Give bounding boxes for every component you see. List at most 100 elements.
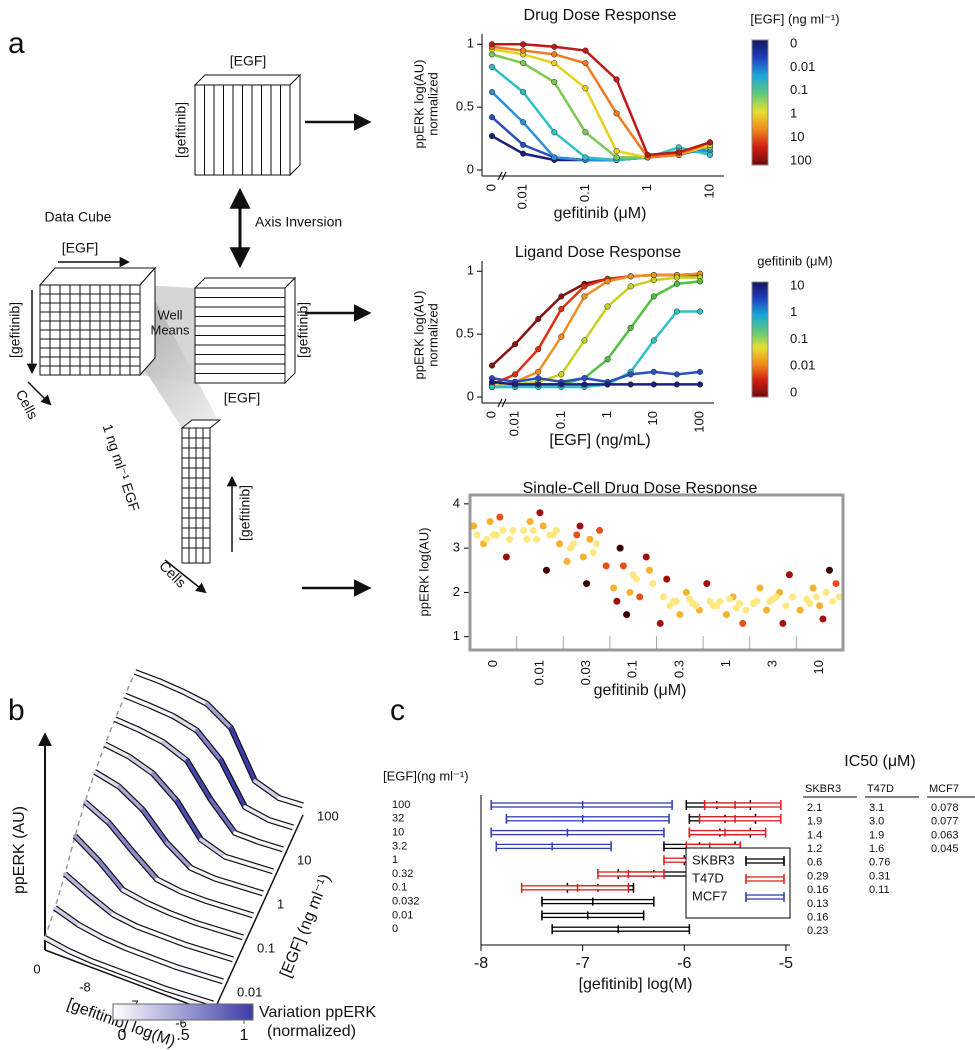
table-cell: 2.1 bbox=[807, 802, 822, 814]
depth-axis bbox=[212, 814, 304, 1014]
chart-title: Single-Cell Drug Dose Response bbox=[523, 480, 758, 497]
data-point bbox=[582, 154, 589, 161]
data-point bbox=[819, 615, 827, 623]
surface-segment bbox=[183, 942, 211, 954]
data-point bbox=[488, 378, 496, 385]
data-point bbox=[673, 274, 680, 281]
interval bbox=[551, 924, 691, 935]
data-point bbox=[483, 535, 491, 543]
data-point bbox=[696, 278, 704, 285]
colorbar-tick-label: 0 bbox=[790, 35, 797, 50]
surface-segment bbox=[43, 936, 71, 953]
data-point bbox=[581, 375, 588, 382]
interval-bar bbox=[541, 898, 655, 905]
table-cell: 0.16 bbox=[807, 884, 828, 896]
data-point bbox=[558, 381, 565, 388]
colorbar-tick-label: .5 bbox=[176, 1027, 189, 1044]
table-cell: 0.063 bbox=[931, 829, 959, 841]
x-tick-label: 0.3 bbox=[671, 660, 686, 678]
data-point bbox=[558, 333, 565, 340]
data-point bbox=[579, 553, 587, 561]
data-point bbox=[629, 571, 637, 579]
colorbar-tick-label: 0.1 bbox=[790, 331, 808, 346]
arrow bbox=[164, 559, 207, 594]
data-point bbox=[692, 602, 700, 610]
diagram-label: [EGF] bbox=[230, 53, 267, 69]
data-point bbox=[650, 368, 657, 375]
data-point bbox=[627, 273, 634, 280]
surface-segment bbox=[257, 840, 285, 852]
data-point bbox=[551, 154, 558, 161]
x-tick-label: 0.01 bbox=[507, 411, 522, 436]
data-point bbox=[604, 303, 611, 310]
plot-frame bbox=[468, 493, 845, 652]
data-point bbox=[604, 278, 611, 285]
y-tick-label: 4 bbox=[453, 495, 460, 510]
interval-bar bbox=[495, 843, 612, 850]
data-point bbox=[549, 531, 557, 539]
depth-tick-label: 10 bbox=[297, 852, 311, 867]
interval bbox=[490, 800, 673, 810]
surface-segment bbox=[195, 728, 223, 763]
data-point bbox=[536, 509, 544, 517]
colorbar-tick-label: 1 bbox=[240, 1027, 249, 1044]
data-point bbox=[627, 324, 634, 331]
surface-segment bbox=[173, 964, 201, 976]
diagram-label: Well bbox=[157, 307, 182, 322]
interval bbox=[505, 813, 670, 824]
data-point bbox=[592, 540, 600, 548]
series-line bbox=[492, 310, 700, 389]
interval bbox=[520, 882, 630, 893]
panel-label: c bbox=[390, 694, 405, 727]
data-point bbox=[551, 60, 558, 67]
x-axis-label: [gefitinib] log(M) bbox=[579, 976, 693, 993]
data-point bbox=[551, 43, 558, 50]
diagram-label: [gefitinib] bbox=[7, 302, 23, 358]
surface-segment bbox=[103, 742, 131, 759]
data-point bbox=[551, 51, 558, 58]
colorbar-tick-label: 1 bbox=[790, 304, 797, 319]
data-point bbox=[613, 148, 620, 155]
data-point bbox=[556, 540, 564, 548]
data-point bbox=[676, 611, 684, 619]
legend-swatch bbox=[745, 858, 785, 864]
surface-segment bbox=[127, 754, 155, 776]
data-point bbox=[488, 114, 496, 121]
surface-segment bbox=[209, 798, 237, 835]
interval-bar bbox=[698, 816, 782, 822]
data-point bbox=[486, 518, 494, 526]
data-point bbox=[512, 371, 519, 378]
surface-segment bbox=[125, 946, 153, 960]
data-point bbox=[581, 337, 588, 344]
data-point bbox=[619, 562, 627, 570]
surface-segment bbox=[135, 924, 163, 938]
data-point bbox=[520, 60, 527, 67]
data-point bbox=[659, 593, 667, 601]
cube-top bbox=[38, 267, 157, 286]
surface-segment bbox=[67, 949, 95, 964]
surface-segment bbox=[189, 866, 217, 881]
table-cell: 0.077 bbox=[931, 816, 959, 828]
data-point bbox=[542, 566, 550, 574]
depth-tick-label: 0.01 bbox=[237, 984, 262, 999]
x-tick-label: 0 bbox=[485, 660, 500, 667]
data-point bbox=[822, 588, 830, 596]
y-tick-label: 0.1 bbox=[392, 882, 407, 894]
data-point bbox=[489, 531, 497, 539]
data-point bbox=[627, 381, 634, 388]
y-axis-label: normalized bbox=[425, 303, 440, 367]
data-point bbox=[596, 526, 604, 534]
table-header: T47D bbox=[867, 783, 894, 795]
table-cell: 1.9 bbox=[807, 816, 822, 828]
data-point bbox=[779, 619, 787, 627]
data-point bbox=[582, 85, 589, 92]
data-point bbox=[789, 593, 797, 601]
surface-segment bbox=[141, 808, 169, 845]
data-point bbox=[613, 76, 620, 83]
table-cell: 1.6 bbox=[869, 843, 884, 855]
surface-segment bbox=[91, 959, 119, 973]
data-point bbox=[558, 293, 565, 300]
surface-segment bbox=[149, 955, 177, 969]
y-tick-label: 2 bbox=[453, 584, 460, 599]
interval bbox=[490, 827, 665, 838]
